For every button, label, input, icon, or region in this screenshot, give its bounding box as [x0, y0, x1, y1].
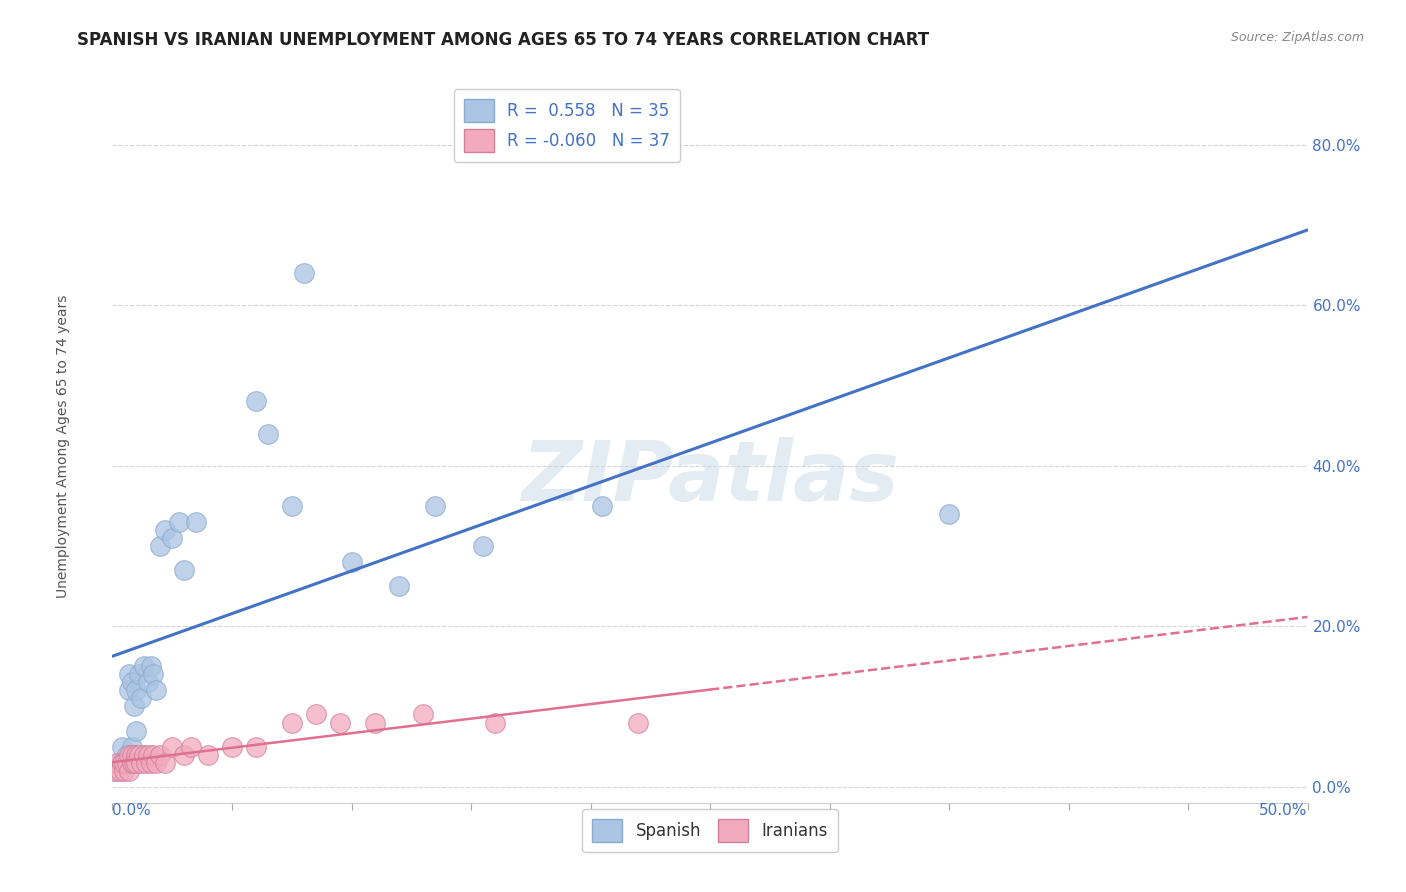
Point	[627, 715, 650, 730]
Point	[388, 579, 411, 593]
Point	[139, 659, 162, 673]
Point	[121, 756, 143, 770]
Point	[121, 675, 143, 690]
Point	[153, 756, 176, 770]
Point	[197, 747, 219, 762]
Legend: Spanish, Iranians: Spanish, Iranians	[582, 809, 838, 852]
Point	[149, 747, 172, 762]
Point	[173, 563, 195, 577]
Point	[122, 699, 145, 714]
Point	[104, 764, 127, 778]
Text: SPANISH VS IRANIAN UNEMPLOYMENT AMONG AGES 65 TO 74 YEARS CORRELATION CHART: SPANISH VS IRANIAN UNEMPLOYMENT AMONG AG…	[77, 31, 929, 49]
Point	[114, 756, 135, 770]
Point	[221, 739, 243, 754]
Point	[340, 555, 363, 569]
Point	[162, 531, 183, 545]
Point	[173, 747, 195, 762]
Point	[129, 756, 152, 770]
Point	[125, 683, 148, 698]
Point	[125, 747, 148, 762]
Point	[121, 747, 143, 762]
Point	[292, 266, 315, 280]
Text: 50.0%: 50.0%	[1260, 803, 1308, 818]
Text: ZIPatlas: ZIPatlas	[522, 437, 898, 518]
Point	[145, 756, 167, 770]
Text: Unemployment Among Ages 65 to 74 years: Unemployment Among Ages 65 to 74 years	[56, 294, 70, 598]
Point	[128, 747, 150, 762]
Point	[129, 691, 152, 706]
Point	[122, 756, 145, 770]
Point	[169, 515, 191, 529]
Point	[111, 756, 134, 770]
Point	[257, 426, 280, 441]
Point	[484, 715, 506, 730]
Point	[118, 667, 141, 681]
Point	[142, 667, 165, 681]
Text: Source: ZipAtlas.com: Source: ZipAtlas.com	[1230, 31, 1364, 45]
Point	[108, 764, 131, 778]
Point	[186, 515, 208, 529]
Point	[145, 683, 167, 698]
Point	[138, 747, 160, 762]
Point	[305, 707, 328, 722]
Point	[132, 747, 155, 762]
Point	[108, 756, 131, 770]
Point	[128, 667, 150, 681]
Point	[329, 715, 352, 730]
Point	[114, 756, 135, 770]
Point	[149, 539, 172, 553]
Point	[281, 499, 304, 513]
Point	[412, 707, 434, 722]
Point	[105, 756, 128, 770]
Point	[132, 659, 155, 673]
Point	[118, 764, 141, 778]
Point	[281, 715, 304, 730]
Point	[153, 523, 176, 537]
Point	[592, 499, 614, 513]
Point	[245, 394, 267, 409]
Point	[115, 756, 138, 770]
Point	[245, 739, 267, 754]
Point	[125, 723, 148, 738]
Point	[104, 764, 127, 778]
Point	[138, 675, 160, 690]
Point	[118, 683, 141, 698]
Point	[125, 756, 148, 770]
Point	[938, 507, 960, 521]
Point	[142, 747, 165, 762]
Point	[180, 739, 202, 754]
Point	[472, 539, 495, 553]
Point	[121, 739, 143, 754]
Point	[114, 764, 135, 778]
Text: 0.0%: 0.0%	[112, 803, 152, 818]
Point	[139, 756, 162, 770]
Point	[111, 739, 134, 754]
Point	[118, 747, 141, 762]
Point	[162, 739, 183, 754]
Point	[425, 499, 447, 513]
Point	[135, 756, 157, 770]
Point	[115, 747, 138, 762]
Point	[364, 715, 387, 730]
